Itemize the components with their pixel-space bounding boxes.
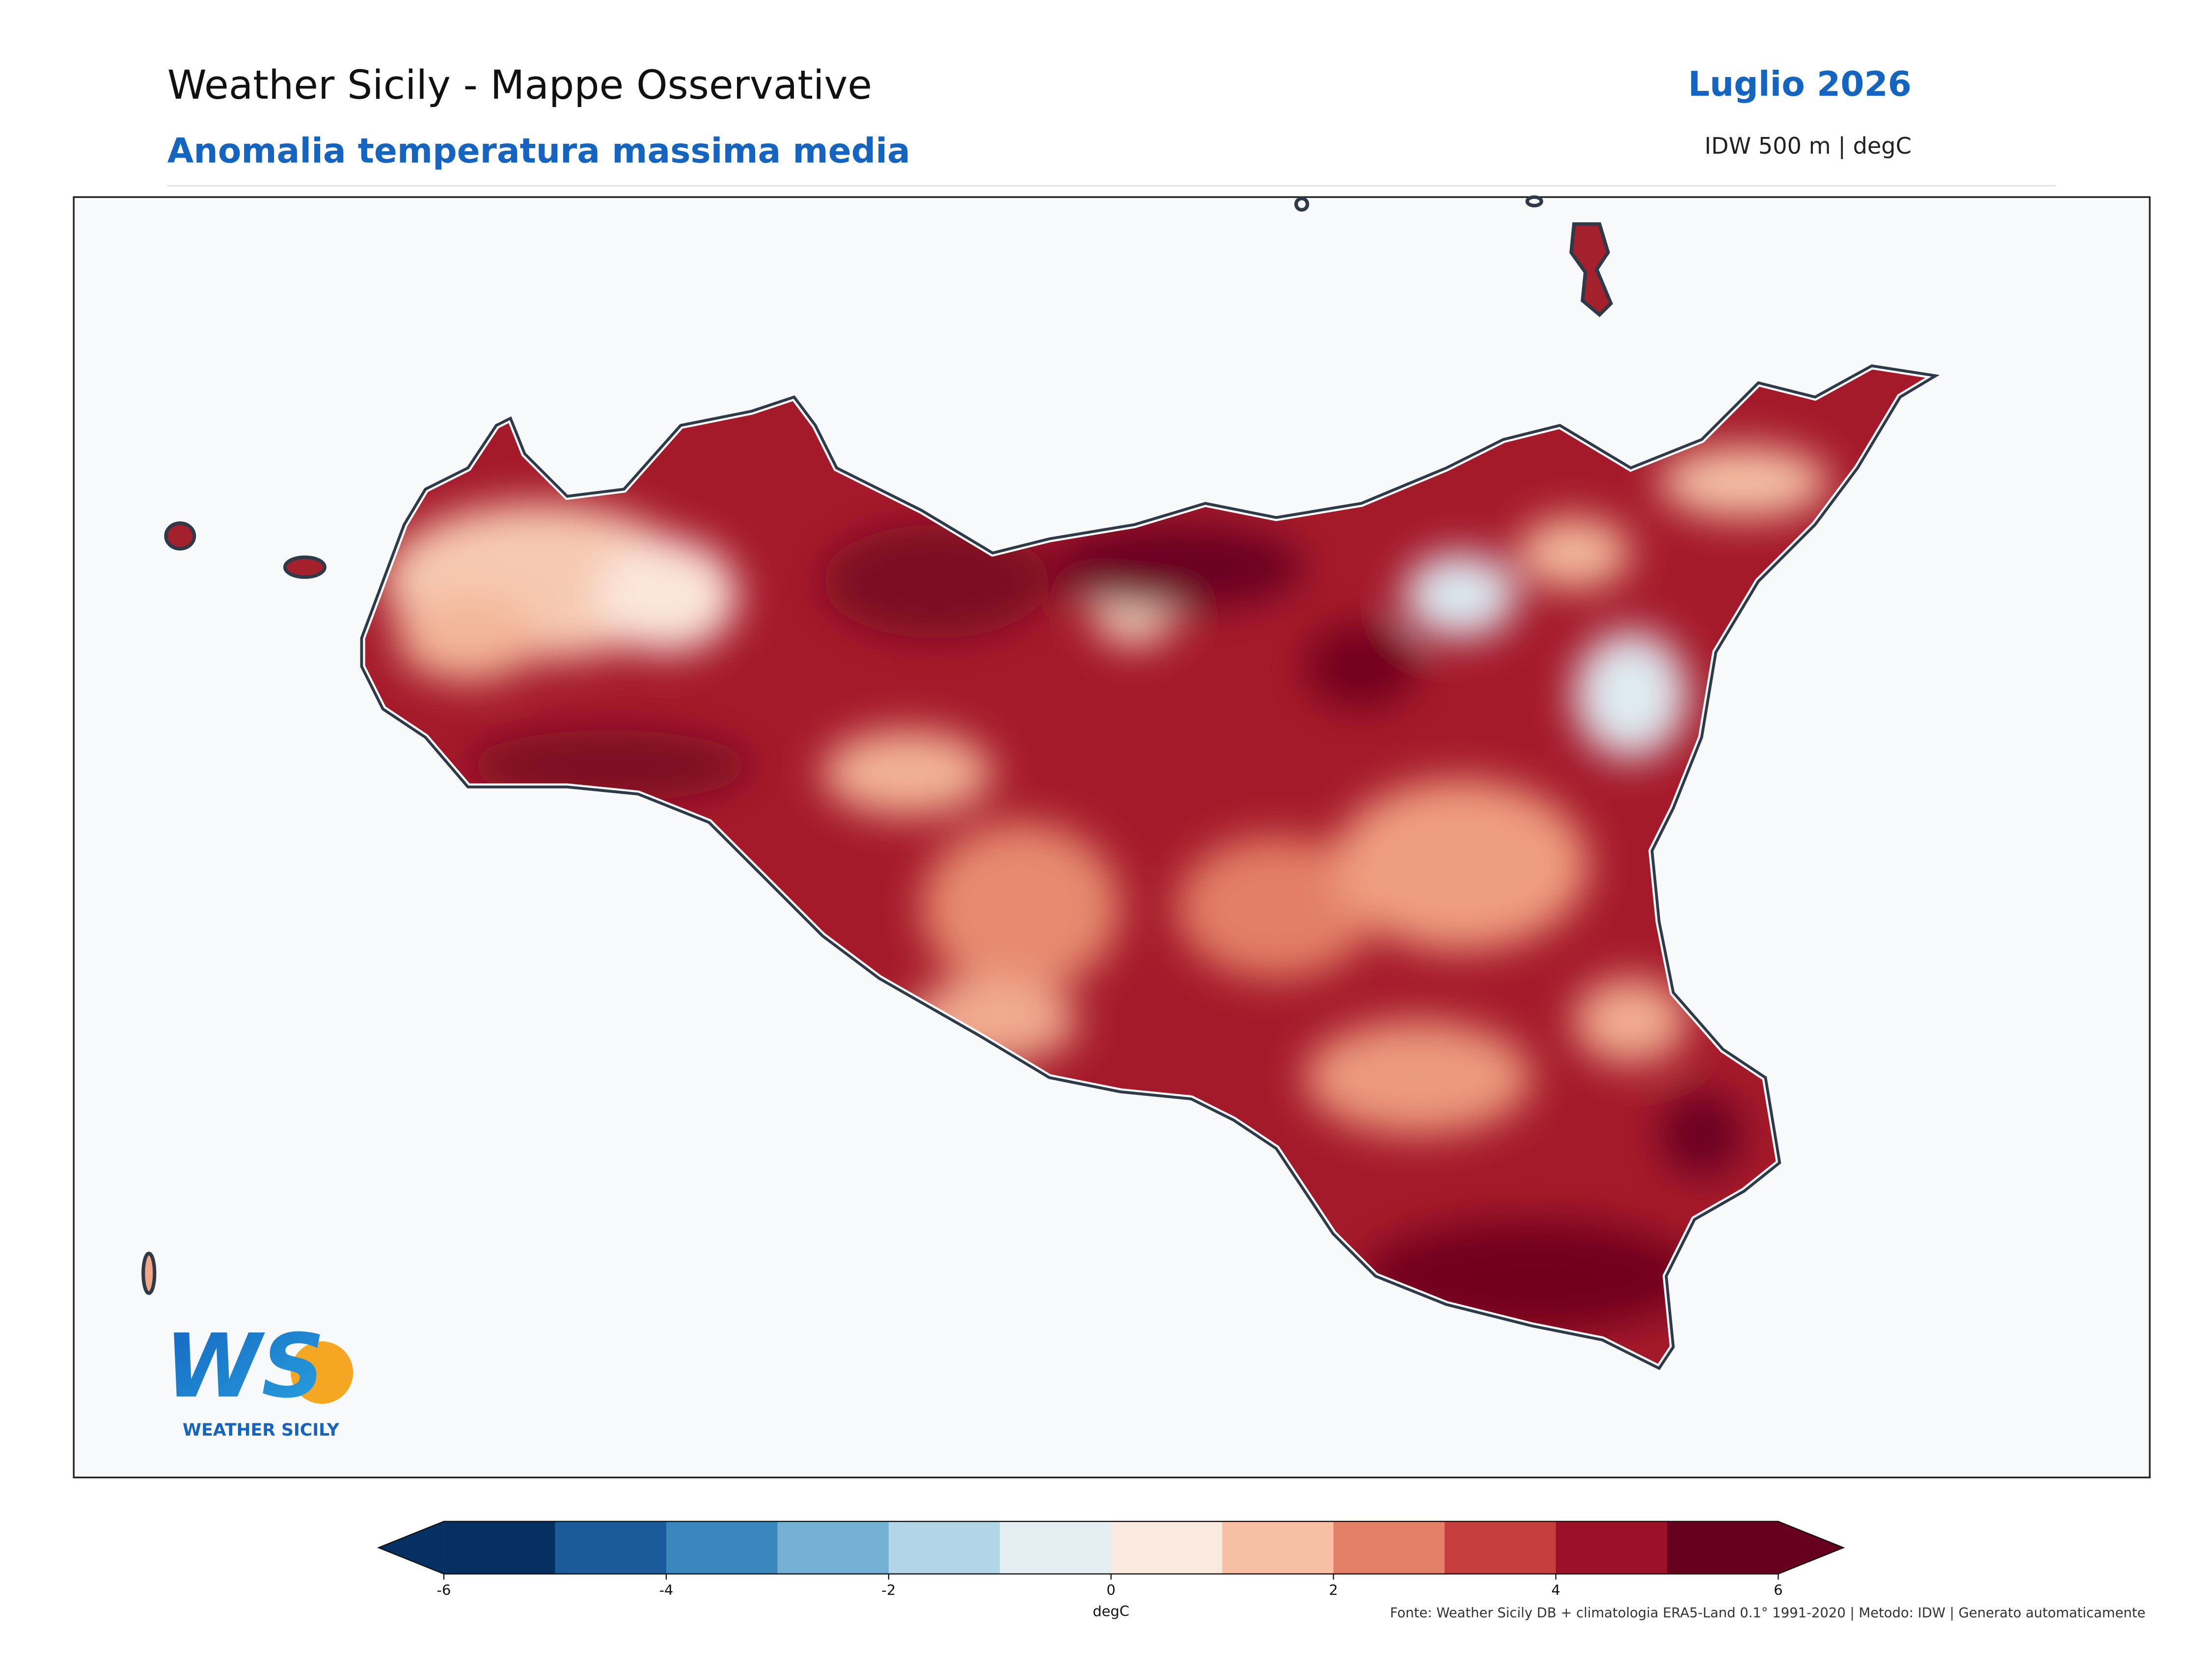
colorbar-arrow-low xyxy=(379,1521,444,1574)
colorbar-band xyxy=(1111,1521,1223,1574)
colorbar-tick-label: 2 xyxy=(1329,1581,1338,1598)
colorbar-band xyxy=(666,1521,778,1574)
colorbar: -6 -4 -2 0 2 4 6 degC xyxy=(377,1521,1845,1620)
logo-sun xyxy=(291,1341,354,1404)
logo-letters: WS xyxy=(164,1315,325,1417)
colorbar-tick-label: -2 xyxy=(881,1581,896,1598)
colorbar-tick-label: -6 xyxy=(437,1581,451,1598)
canvas: Weather Sicily - Mappe Osservative Anoma… xyxy=(73,62,2151,1621)
title: Weather Sicily - Mappe Osservative xyxy=(167,62,872,109)
islands xyxy=(141,195,1613,1295)
colorbar-band xyxy=(1222,1521,1334,1574)
colorbar-band xyxy=(1445,1521,1557,1574)
colorbar-band xyxy=(888,1521,1001,1574)
colorbar-band xyxy=(777,1521,889,1574)
colorbar-band xyxy=(443,1521,556,1574)
period: Luglio 2026 xyxy=(1688,65,1912,104)
colorbar-tick-label: 6 xyxy=(1774,1581,1782,1598)
subtitle: Anomalia temperatura massima media xyxy=(167,132,910,171)
colorbar-tick-label: 4 xyxy=(1551,1581,1560,1598)
footer: Fonte: Weather Sicily DB + climatologia … xyxy=(1390,1605,2146,1621)
colorbar-band xyxy=(555,1521,667,1574)
logo: WS WEATHER SICILY xyxy=(164,1315,354,1440)
colorbar-band xyxy=(1556,1521,1668,1574)
colorbar-arrow-high xyxy=(1778,1521,1844,1574)
colorbar-label: degC xyxy=(1092,1603,1129,1620)
colorbar-tick-label: 0 xyxy=(1107,1581,1116,1598)
colorbar-band xyxy=(1333,1521,1446,1574)
logo-name: WEATHER SICILY xyxy=(183,1420,340,1440)
colorbar-band xyxy=(1667,1521,1779,1574)
colorbar-tick-label: -4 xyxy=(659,1581,673,1598)
method: IDW 500 m | degC xyxy=(1704,133,1912,160)
colorbar-band xyxy=(1000,1521,1112,1574)
